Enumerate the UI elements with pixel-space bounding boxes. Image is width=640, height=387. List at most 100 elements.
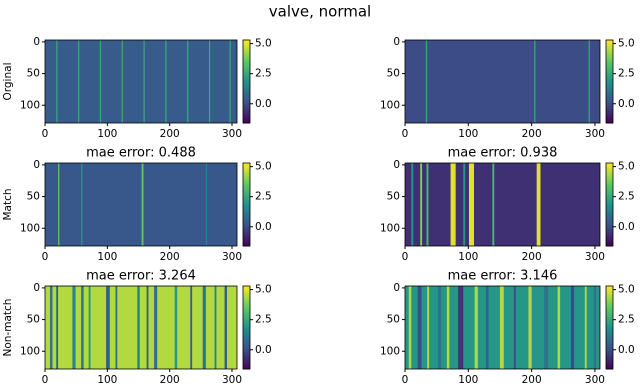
heatmap-column <box>411 163 414 246</box>
colorbar-slice <box>606 96 613 99</box>
colorbar-slice <box>243 302 250 306</box>
colorbar-slice <box>243 216 250 220</box>
colorbar-slice <box>243 167 250 170</box>
colorbar-slice <box>606 210 613 214</box>
colorbar-slice <box>606 189 613 193</box>
colorbar-slice <box>243 356 250 360</box>
colorbar-slice <box>606 91 613 95</box>
colorbar-slice <box>243 339 250 343</box>
colorbar-slice <box>243 243 250 247</box>
colorbar-slice <box>243 335 250 339</box>
colorbar-slice <box>243 294 250 297</box>
x-tick-label: 100 <box>458 128 478 140</box>
colorbar-slice <box>243 44 250 47</box>
heatmap-column <box>536 163 541 246</box>
colorbar-slice <box>606 204 613 208</box>
colorbar-slice <box>606 71 613 74</box>
x-tick-label: 300 <box>585 128 605 140</box>
colorbar-slice <box>606 308 613 312</box>
colorbar-slice <box>606 219 613 222</box>
heatmap-column <box>165 40 167 123</box>
y-axis-label: Orginal <box>2 63 14 101</box>
colorbar-tick-label: 2.5 <box>618 191 635 203</box>
x-tick-label: 200 <box>522 251 542 263</box>
colorbar-slice <box>243 173 250 176</box>
colorbar-frame <box>605 162 614 247</box>
colorbar-slice <box>606 231 613 235</box>
colorbar-slice <box>243 237 250 241</box>
colorbar-slice <box>243 306 250 310</box>
heatmap-column <box>499 286 504 369</box>
colorbar-slice <box>606 62 613 66</box>
colorbar-slice <box>606 64 613 68</box>
heatmap-column <box>143 40 145 123</box>
colorbar-tick-label: 2.5 <box>255 191 272 203</box>
colorbar-slice <box>606 192 613 195</box>
colorbar-slice <box>243 352 250 355</box>
colorbar-slice <box>243 75 250 78</box>
colorbar-slice <box>606 325 613 328</box>
y-tick-label: 50 <box>387 191 400 203</box>
heatmap-column <box>437 286 442 369</box>
colorbar-slice <box>243 315 250 318</box>
colorbar-slice <box>606 319 613 322</box>
colorbar-slice <box>243 87 250 91</box>
x-tick-label: 0 <box>402 374 409 386</box>
colorbar-slice <box>243 325 250 328</box>
colorbar-frame <box>605 39 614 124</box>
colorbar-slice <box>243 89 250 93</box>
colorbar-slice <box>243 118 250 122</box>
colorbar-slice <box>606 362 613 366</box>
colorbar-slice <box>243 286 250 289</box>
colorbar-slice <box>606 337 613 341</box>
colorbar-slice <box>606 81 613 85</box>
colorbar-slice <box>243 317 250 320</box>
y-tick-label: 0 <box>33 159 40 171</box>
colorbar-slice <box>606 163 613 166</box>
colorbar-slice <box>243 108 250 112</box>
colorbar-slice <box>606 290 613 293</box>
colorbar-slice <box>606 339 613 343</box>
y-tick-label: 100 <box>380 222 400 234</box>
colorbar-slice <box>243 300 250 304</box>
heatmap-column <box>528 286 532 369</box>
heatmap-column <box>408 286 412 369</box>
colorbar-slice <box>243 96 250 99</box>
colorbar-slice <box>606 85 613 89</box>
colorbar-slice <box>606 187 613 191</box>
colorbar-slice <box>606 114 613 118</box>
colorbar-tick-label: 5.0 <box>618 38 635 50</box>
colorbar-tick-label: 0.0 <box>618 344 635 356</box>
colorbar-tick-label: 5.0 <box>618 284 635 296</box>
heatmap-column <box>115 286 118 369</box>
colorbar-slice <box>606 352 613 355</box>
colorbar-slice <box>243 46 250 49</box>
heatmap-column <box>474 286 478 369</box>
colorbar-slice <box>243 327 250 331</box>
colorbar-slice <box>243 308 250 312</box>
colorbar-slice <box>243 298 250 302</box>
heatmap-column <box>427 286 430 369</box>
colorbar-slice <box>243 333 250 337</box>
colorbar-frame <box>242 162 251 247</box>
colorbar-slice <box>606 110 613 114</box>
colorbar-tick-label: 0.0 <box>255 98 272 110</box>
colorbar-slice <box>243 69 250 72</box>
heatmap-column <box>141 163 144 246</box>
colorbar-slice <box>606 171 613 174</box>
x-tick-label: 200 <box>522 374 542 386</box>
colorbar-slice <box>606 177 613 181</box>
x-tick-label: 0 <box>402 128 409 140</box>
x-tick-label: 200 <box>522 128 542 140</box>
heatmap-column <box>544 286 549 369</box>
y-tick-label: 50 <box>387 314 400 326</box>
colorbar-slice <box>606 83 613 87</box>
colorbar-slice <box>243 104 250 107</box>
colorbar-slice <box>243 106 250 109</box>
colorbar-slice <box>243 231 250 235</box>
colorbar-slice <box>243 120 250 124</box>
colorbar-slice <box>606 165 613 168</box>
heatmap-background <box>45 40 237 123</box>
colorbar-slice <box>243 366 250 370</box>
colorbar-slice <box>606 239 613 243</box>
